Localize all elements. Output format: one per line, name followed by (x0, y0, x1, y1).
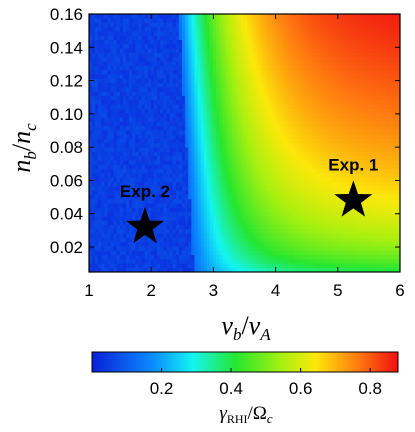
heatmap-cells (89, 14, 401, 273)
